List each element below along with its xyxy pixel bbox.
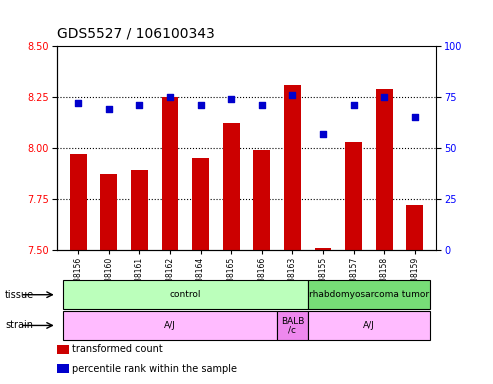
Bar xyxy=(63,311,277,340)
Point xyxy=(166,94,174,100)
Text: tissue: tissue xyxy=(5,290,34,300)
Text: BALB
/c: BALB /c xyxy=(281,317,304,334)
Bar xyxy=(308,280,430,309)
Text: control: control xyxy=(170,290,201,299)
Point xyxy=(319,131,327,137)
Bar xyxy=(63,280,308,309)
Bar xyxy=(376,89,393,250)
Bar xyxy=(406,205,423,250)
Bar xyxy=(162,97,178,250)
Bar xyxy=(131,170,148,250)
Bar xyxy=(315,248,331,250)
Bar xyxy=(277,311,308,340)
Point xyxy=(105,106,113,112)
Text: A/J: A/J xyxy=(363,321,375,330)
Text: percentile rank within the sample: percentile rank within the sample xyxy=(72,364,238,374)
Text: transformed count: transformed count xyxy=(72,344,163,354)
Point xyxy=(136,102,143,108)
Point xyxy=(288,92,296,98)
Text: A/J: A/J xyxy=(164,321,176,330)
Text: strain: strain xyxy=(5,320,33,331)
Point xyxy=(411,114,419,121)
Bar xyxy=(70,154,87,250)
Point xyxy=(258,102,266,108)
Bar xyxy=(284,85,301,250)
Point xyxy=(197,102,205,108)
Text: GDS5527 / 106100343: GDS5527 / 106100343 xyxy=(57,26,214,40)
Bar xyxy=(308,311,430,340)
Point xyxy=(74,100,82,106)
Bar xyxy=(223,123,240,250)
Point xyxy=(227,96,235,102)
Point xyxy=(350,102,357,108)
Text: rhabdomyosarcoma tumor: rhabdomyosarcoma tumor xyxy=(309,290,429,299)
Bar xyxy=(100,174,117,250)
Bar xyxy=(345,142,362,250)
Point xyxy=(380,94,388,100)
Bar xyxy=(253,150,270,250)
Bar xyxy=(192,158,209,250)
